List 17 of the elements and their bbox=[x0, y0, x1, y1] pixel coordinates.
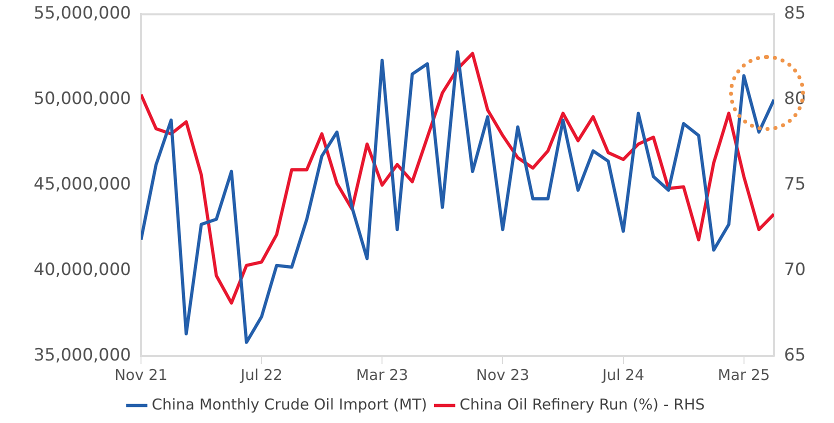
y-tick-label: 35,000,000 bbox=[34, 345, 131, 366]
x-tick-label: Mar 25 bbox=[718, 366, 770, 384]
legend-label: China Oil Refinery Run (%) - RHS bbox=[460, 395, 705, 414]
x-tick-label: Jul 24 bbox=[601, 366, 644, 384]
y-tick-label: 40,000,000 bbox=[34, 260, 131, 280]
y2-tick-label: 85 bbox=[784, 4, 806, 24]
y-tick-label: 45,000,000 bbox=[34, 174, 131, 195]
y2-tick-label: 65 bbox=[784, 345, 806, 366]
y-tick-label: 55,000,000 bbox=[34, 4, 131, 24]
y2-tick-label: 70 bbox=[784, 260, 806, 280]
x-tick-label: Mar 23 bbox=[356, 366, 408, 384]
x-tick-label: Jul 22 bbox=[240, 366, 283, 384]
x-tick-label: Nov 21 bbox=[114, 366, 168, 384]
x-tick-label: Nov 23 bbox=[476, 366, 530, 384]
y2-tick-label: 75 bbox=[784, 174, 806, 195]
y-tick-label: 50,000,000 bbox=[34, 89, 131, 110]
legend-label: China Monthly Crude Oil Import (MT) bbox=[152, 395, 428, 414]
